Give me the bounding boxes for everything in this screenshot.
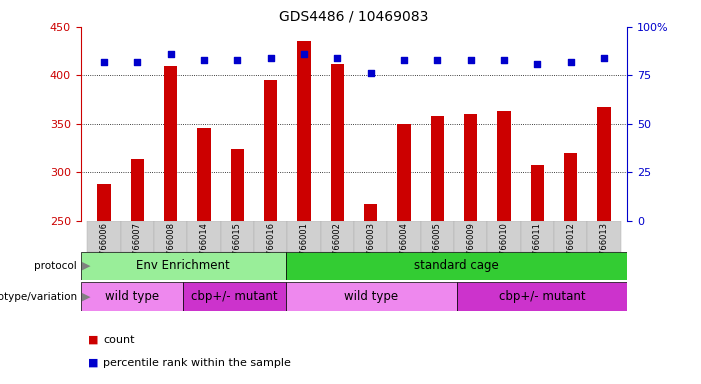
Bar (287, 221, 320, 252)
Bar (454, 221, 487, 252)
Bar (121, 221, 154, 252)
Text: GSM766005: GSM766005 (433, 222, 442, 273)
Text: wild type: wild type (105, 290, 159, 303)
Text: cbp+/- mutant: cbp+/- mutant (498, 290, 585, 303)
Text: GSM766012: GSM766012 (566, 222, 576, 273)
Text: GSM766003: GSM766003 (366, 222, 375, 273)
Bar (531, 165, 544, 221)
Bar (456, 282, 627, 311)
Bar (554, 221, 587, 252)
Text: ▶: ▶ (82, 291, 90, 302)
Text: GSM766010: GSM766010 (500, 222, 508, 273)
Point (98, 59, 109, 65)
Bar (354, 221, 388, 252)
Bar (297, 41, 311, 221)
Text: wild type: wild type (344, 290, 398, 303)
Bar (286, 252, 627, 280)
Text: standard cage: standard cage (414, 260, 499, 272)
Point (398, 57, 409, 63)
Bar (498, 111, 511, 221)
Bar (364, 204, 377, 221)
Text: GSM766006: GSM766006 (100, 222, 109, 273)
Text: GSM766016: GSM766016 (266, 222, 275, 273)
Bar (521, 221, 554, 252)
Bar (231, 149, 244, 221)
Text: GSM766011: GSM766011 (533, 222, 542, 273)
Bar (264, 80, 278, 221)
Point (365, 70, 376, 76)
Bar (187, 221, 221, 252)
Text: GDS4486 / 10469083: GDS4486 / 10469083 (279, 10, 429, 23)
Bar (97, 184, 111, 221)
Bar (81, 282, 183, 311)
Bar (183, 282, 286, 311)
Text: protocol: protocol (34, 261, 77, 271)
Text: GSM766007: GSM766007 (132, 222, 142, 273)
Point (498, 57, 510, 63)
Bar (564, 153, 578, 221)
Bar (286, 282, 456, 311)
Bar (197, 128, 210, 221)
Point (198, 57, 210, 63)
Bar (164, 66, 177, 221)
Text: GSM766015: GSM766015 (233, 222, 242, 273)
Point (599, 55, 610, 61)
Text: GSM766013: GSM766013 (599, 222, 608, 273)
Bar (388, 221, 421, 252)
Text: ▶: ▶ (82, 261, 90, 271)
Point (265, 55, 276, 61)
Point (165, 51, 176, 57)
Bar (88, 221, 121, 252)
Bar (464, 114, 477, 221)
Bar (331, 64, 344, 221)
Point (465, 57, 476, 63)
Bar (81, 252, 286, 280)
Point (299, 51, 310, 57)
Text: GSM766002: GSM766002 (333, 222, 342, 273)
Bar (154, 221, 187, 252)
Text: GSM766014: GSM766014 (200, 222, 208, 273)
Text: GSM766009: GSM766009 (466, 222, 475, 273)
Text: percentile rank within the sample: percentile rank within the sample (103, 358, 291, 368)
Bar (587, 221, 620, 252)
Text: ■: ■ (88, 335, 98, 345)
Text: GSM766001: GSM766001 (299, 222, 308, 273)
Bar (130, 159, 144, 221)
Point (432, 57, 443, 63)
Text: GSM766008: GSM766008 (166, 222, 175, 273)
Point (332, 55, 343, 61)
Bar (597, 108, 611, 221)
Text: ■: ■ (88, 358, 98, 368)
Text: Env Enrichment: Env Enrichment (136, 260, 230, 272)
Bar (397, 124, 411, 221)
Bar (421, 221, 454, 252)
Point (565, 59, 576, 65)
Point (232, 57, 243, 63)
Text: genotype/variation: genotype/variation (0, 291, 77, 302)
Point (132, 59, 143, 65)
Text: count: count (103, 335, 135, 345)
Bar (487, 221, 521, 252)
Bar (430, 116, 444, 221)
Bar (320, 221, 354, 252)
Bar (254, 221, 287, 252)
Bar (221, 221, 254, 252)
Text: GSM766004: GSM766004 (400, 222, 409, 273)
Text: cbp+/- mutant: cbp+/- mutant (191, 290, 278, 303)
Point (532, 61, 543, 67)
